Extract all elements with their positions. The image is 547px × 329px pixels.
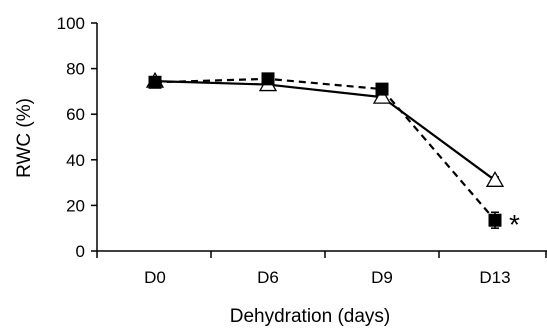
data-point [488,213,502,227]
x-axis: D0 D6 D9 D13 [96,250,547,287]
y-tick-label: 80 [66,60,85,79]
series-line [154,80,496,182]
data-point [372,87,392,104]
y-axis-label: RWC (%) [14,98,35,178]
x-axis-label: Dehydration (days) [230,306,391,327]
y-tick-label: 40 [66,151,85,170]
data-point [375,82,389,96]
y-tick-label: 20 [66,196,85,215]
annotations: * [509,209,520,240]
data-point [485,171,505,187]
series-line [154,77,496,221]
significance-marker: * [509,209,520,240]
x-tick-label: D6 [257,268,279,287]
x-tick-label: D13 [479,268,510,287]
series-0 [145,71,505,187]
series-1 [148,72,502,229]
y-tick-label: 60 [66,105,85,124]
plot-series [145,71,505,229]
x-tick-label: D9 [371,268,393,287]
data-point [148,75,162,89]
y-tick-label: 100 [57,14,85,33]
y-tick-label: 0 [76,242,85,261]
x-tick-label: D0 [144,268,166,287]
data-point [261,72,275,86]
y-axis: 0 20 40 60 80 100 [57,14,98,261]
